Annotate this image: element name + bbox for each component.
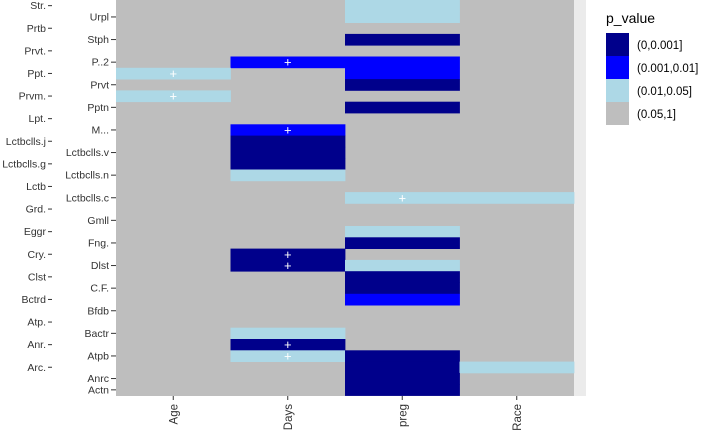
x-tick-label: Race	[512, 404, 524, 431]
legend-entry-label: (0.05,1]	[637, 109, 676, 121]
heatmap-cell	[345, 350, 460, 362]
significance-marker: +	[284, 337, 292, 352]
heatmap-cell	[345, 259, 460, 272]
plot-panel-right-strip	[574, 0, 586, 396]
y-tick-label: Dlst	[91, 260, 109, 272]
heatmap-cell	[459, 192, 575, 204]
y-tick-label: Grd.	[26, 204, 46, 216]
heatmap-cell	[116, 67, 231, 80]
heatmap-cell	[230, 146, 346, 159]
significance-marker: +	[284, 55, 292, 70]
heatmap-cell	[230, 248, 346, 261]
significance-marker: +	[284, 122, 292, 137]
heatmap-cell	[345, 79, 460, 91]
y-tick-label: Cry.	[28, 249, 46, 261]
legend-entry-label: (0,0.001]	[637, 40, 682, 52]
y-tick-label: Prvt.	[24, 45, 46, 57]
heatmap-cell	[345, 271, 460, 283]
y-tick-label: Fng.	[88, 237, 109, 249]
y-tick-label: Anr.	[27, 339, 46, 351]
heatmap-cell	[345, 372, 460, 385]
y-tick-label: Lctbclls.j	[6, 136, 46, 148]
heatmap-cell	[345, 384, 460, 396]
y-tick-label: P..2	[92, 57, 109, 69]
legend-swatch	[606, 33, 629, 56]
y-tick-label: Arc.	[27, 362, 46, 374]
legend-entry-label: (0.01,0.05]	[637, 86, 692, 98]
heatmap-cell	[230, 327, 346, 340]
heatmap-cell	[230, 56, 346, 69]
legend-swatch	[606, 79, 629, 102]
significance-marker: +	[284, 348, 292, 363]
heatmap-cell	[230, 158, 346, 170]
heatmap-cell	[230, 339, 346, 351]
legend-entry-label: (0.001,0.01]	[637, 63, 698, 75]
heatmap-cell	[230, 350, 346, 362]
x-tick-label: Age	[168, 404, 180, 424]
legend-swatch	[606, 56, 629, 79]
heatmap-cells	[116, 0, 575, 396]
heatmap-cell	[345, 33, 460, 46]
heatmap-cell	[345, 56, 460, 69]
significance-marker: +	[169, 89, 177, 104]
legend: p_value (0,0.001] (0.001,0.01] (0.01,0.05]…	[606, 10, 698, 125]
heatmap-cell	[345, 237, 460, 249]
heatmap-cell	[345, 361, 460, 374]
x-tick-label: Days	[283, 404, 295, 430]
heatmap-cell	[230, 169, 346, 182]
heatmap-cell	[345, 282, 460, 295]
y-tick-label: Bactr	[84, 328, 109, 340]
heatmap-cell	[345, 11, 460, 23]
significance-marker: +	[398, 190, 406, 205]
y-tick-label: Prvm.	[19, 91, 46, 103]
heatmap-cell	[230, 124, 346, 136]
heatmap-cell	[345, 226, 460, 238]
heatmap-cell	[230, 259, 346, 272]
legend-title: p_value	[606, 10, 655, 26]
y-tick-label: Lctb	[26, 181, 46, 193]
y-axis: Str. Urpl Prtb Stph Prvt. P..2 Ppt. Prvt Prvm. Pp…	[2, 0, 116, 396]
y-tick-label: Clst	[28, 271, 46, 283]
heatmap-cell	[345, 101, 460, 114]
y-tick-label: Lctbclls.g	[2, 158, 46, 170]
y-tick-label: Lctbclls.n	[65, 170, 109, 182]
significance-markers: +++++++++	[169, 55, 406, 364]
legend-swatch	[606, 102, 629, 125]
x-axis: Age Days preg Race	[168, 396, 524, 431]
significance-marker: +	[284, 247, 292, 262]
heatmap-cell	[230, 135, 346, 148]
y-tick-label: Urpl	[90, 11, 109, 23]
y-tick-label: Bctrd	[21, 294, 46, 306]
y-tick-label: Str.	[30, 0, 46, 12]
y-tick-label: Lctbclls.c	[66, 192, 109, 204]
y-tick-label: Atp.	[27, 317, 46, 329]
y-tick-label: Ppt.	[27, 68, 46, 80]
heatmap-cell	[116, 90, 231, 103]
y-tick-label: Atpb	[87, 350, 109, 362]
y-tick-label: Anrc	[87, 373, 109, 385]
y-tick-label: Actn	[88, 384, 109, 396]
y-tick-label: Lpt.	[28, 113, 46, 125]
y-tick-label: Prvt	[90, 79, 109, 91]
y-tick-label: Bfdb	[87, 305, 109, 317]
heatmap-cell	[345, 192, 460, 204]
y-tick-label: Prtb	[27, 23, 46, 35]
x-tick-label: preg	[397, 404, 409, 427]
y-tick-label: M...	[92, 124, 110, 136]
y-tick-label: Pptn	[87, 102, 109, 114]
y-tick-label: C.F.	[90, 283, 109, 295]
y-tick-label: Gmll	[87, 215, 109, 227]
y-tick-label: Lctbclls.v	[66, 147, 110, 159]
significance-marker: +	[284, 258, 292, 273]
heatmap-cell	[459, 361, 575, 374]
heatmap-cell	[345, 293, 460, 306]
heatmap-cell	[345, 0, 460, 12]
heatmap-cell	[345, 67, 460, 80]
significance-marker: +	[169, 66, 177, 81]
y-tick-label: Stph	[87, 34, 109, 46]
y-tick-label: Eggr	[24, 226, 47, 238]
